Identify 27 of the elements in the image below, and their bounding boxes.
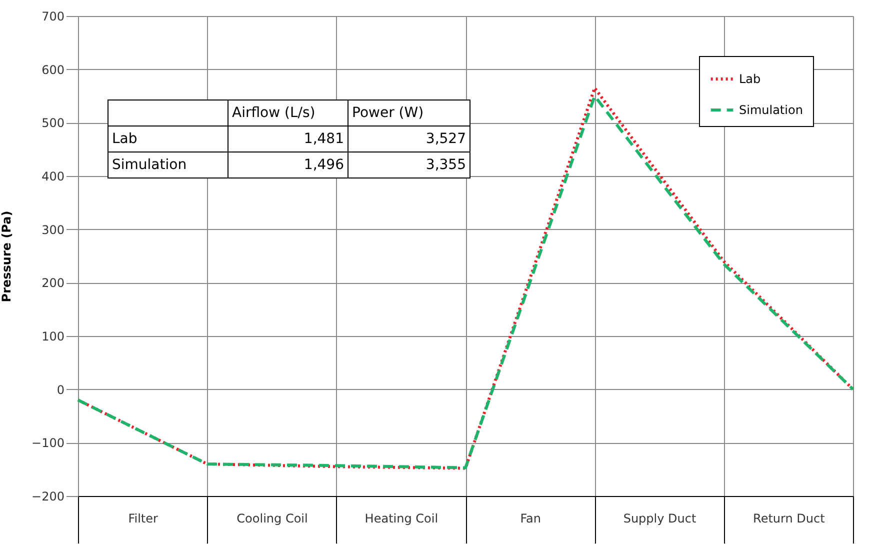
x-tick-label: Cooling Coil: [236, 512, 308, 526]
x-tick-label: Supply Duct: [623, 512, 696, 526]
y-tick-label: −100: [32, 436, 64, 450]
annotation: Lab: [112, 131, 138, 147]
x-tick-label: Heating Coil: [364, 512, 438, 526]
y-tick-label: 600: [42, 62, 64, 77]
x-tick-label: Filter: [128, 512, 158, 526]
x-tick-label: Return Duct: [753, 512, 826, 526]
annotation: Power (W): [352, 105, 424, 121]
y-tick-label: 0: [56, 382, 64, 397]
y-tick-label: −200: [32, 490, 64, 504]
annotation: 3,355: [426, 157, 466, 173]
y-tick-label: 300: [42, 222, 64, 237]
legend-label: Lab: [739, 72, 761, 86]
annotation: 3,527: [426, 131, 466, 147]
annotation: 1,481: [304, 131, 344, 147]
legend-label: Simulation: [739, 103, 803, 117]
annotation: Airflow (L/s): [232, 105, 316, 121]
annotation: Simulation: [112, 157, 187, 173]
y-tick-label: 700: [42, 10, 64, 24]
y-axis-title: Pressure (Pa): [0, 210, 14, 302]
y-tick-label: 100: [42, 330, 64, 344]
x-tick-label: Fan: [520, 512, 541, 526]
annotation: 1,496: [304, 157, 344, 173]
y-tick-label: 400: [42, 170, 64, 184]
y-tick-label: 200: [42, 276, 64, 290]
y-tick-label: 500: [42, 116, 64, 130]
